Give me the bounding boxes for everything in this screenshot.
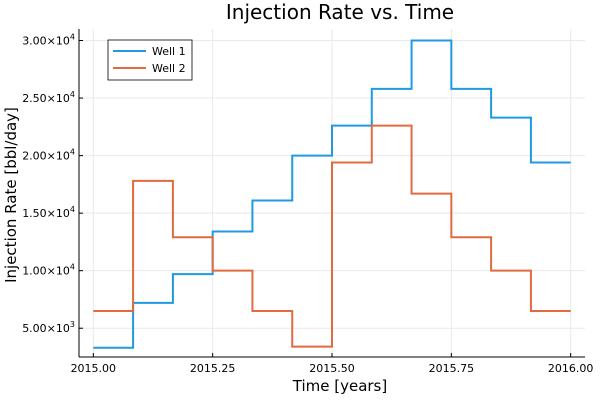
x-axis-label: Time [years] xyxy=(292,377,387,395)
x-tick-label: 2015.00 xyxy=(71,362,117,375)
legend-label-well-1: Well 1 xyxy=(152,45,186,58)
x-tick-label: 2015.75 xyxy=(429,362,475,375)
legend-label-well-2: Well 2 xyxy=(152,62,186,75)
x-tick-label: 2015.50 xyxy=(309,362,355,375)
y-tick-label: 1.50×104 xyxy=(22,205,75,220)
y-tick-label: 5.00×103 xyxy=(22,320,75,335)
y-tick-label: 3.00×104 xyxy=(22,33,75,48)
series-line-well-1 xyxy=(93,39,571,349)
y-tick-label: 1.00×104 xyxy=(22,263,75,278)
y-tick-label: 2.00×104 xyxy=(22,148,75,163)
x-tick-label: 2016.00 xyxy=(548,362,594,375)
y-tick-labels: 5.00×103 1.00×104 1.50×104 2.00×104 2.50×104… xyxy=(22,33,83,335)
series-line-well-2 xyxy=(93,124,571,348)
chart-title: Injection Rate vs. Time xyxy=(226,0,454,24)
series-layer xyxy=(93,39,571,349)
x-tick-labels: 2015.00 2015.25 2015.50 2015.75 2016.00 xyxy=(71,353,594,375)
legend-box xyxy=(107,39,193,81)
x-tick-label: 2015.25 xyxy=(190,362,236,375)
legend: Well 1 Well 2 xyxy=(107,39,193,81)
y-axis-label: Injection Rate [bbl/day] xyxy=(2,107,20,283)
y-tick-label: 2.50×104 xyxy=(22,90,75,105)
